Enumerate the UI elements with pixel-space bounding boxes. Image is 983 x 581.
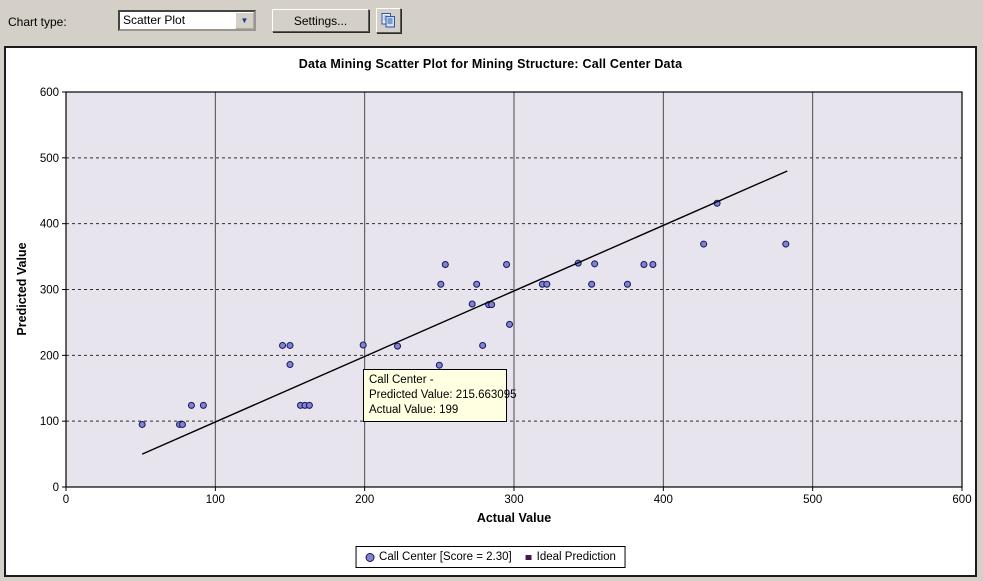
x-axis-title: Actual Value bbox=[476, 511, 552, 525]
settings-button[interactable]: Settings... bbox=[272, 9, 369, 32]
scatter-point[interactable] bbox=[503, 260, 511, 268]
scatter-point[interactable] bbox=[623, 280, 631, 288]
x-tick-label: 200 bbox=[355, 494, 374, 506]
x-tick-label: 300 bbox=[504, 494, 523, 506]
scatter-point[interactable] bbox=[543, 280, 551, 288]
y-tick-label: 200 bbox=[40, 350, 59, 362]
x-tick-label: 0 bbox=[63, 494, 69, 506]
copy-icon bbox=[380, 12, 397, 29]
scatter-plot-canvas[interactable]: 0 100 200 300 400 500 600 0 100 200 300 400 500 600 bbox=[6, 48, 975, 575]
scatter-point[interactable] bbox=[178, 420, 186, 428]
y-tick-label: 600 bbox=[40, 87, 59, 99]
y-tick-label: 0 bbox=[53, 482, 59, 494]
tooltip-actual-line: Actual Value: 199 bbox=[369, 404, 459, 416]
scatter-point[interactable] bbox=[305, 401, 313, 409]
x-tick-label: 600 bbox=[952, 494, 971, 506]
scatter-point[interactable] bbox=[187, 401, 195, 409]
chart-legend: Call Center [Score = 2.30] Ideal Predict… bbox=[355, 546, 626, 568]
scatter-point[interactable] bbox=[479, 341, 487, 349]
copy-button[interactable] bbox=[376, 8, 401, 33]
data-point-tooltip: Call Center - Predicted Value: 215.66309… bbox=[363, 369, 517, 422]
scatter-point[interactable] bbox=[700, 240, 708, 248]
ideal-prediction-line bbox=[141, 170, 788, 455]
y-axis-title: Predicted Value bbox=[15, 242, 29, 336]
scatter-point[interactable] bbox=[588, 280, 596, 288]
scatter-point[interactable] bbox=[359, 341, 367, 349]
legend-series-label: Call Center [Score = 2.30] bbox=[379, 551, 512, 563]
x-tick-label: 400 bbox=[654, 494, 673, 506]
scatter-point[interactable] bbox=[286, 341, 294, 349]
scatter-point[interactable] bbox=[782, 240, 790, 248]
ideal-prediction-marker-icon bbox=[525, 554, 532, 560]
scatter-point[interactable] bbox=[473, 280, 481, 288]
x-tick-label: 100 bbox=[206, 494, 225, 506]
scatter-point[interactable] bbox=[138, 420, 146, 428]
scatter-point[interactable] bbox=[591, 260, 599, 268]
y-tick-label: 100 bbox=[40, 416, 59, 428]
toolbar: Chart type: Scatter Plot ▼ Settings... bbox=[0, 0, 983, 43]
y-tick-label: 500 bbox=[40, 153, 59, 165]
scatter-point[interactable] bbox=[394, 342, 402, 350]
scatter-point[interactable] bbox=[435, 361, 443, 369]
y-tick-label: 300 bbox=[40, 285, 59, 297]
legend-ideal-label: Ideal Prediction bbox=[536, 551, 616, 563]
scatter-point[interactable] bbox=[437, 280, 445, 288]
scatter-point[interactable] bbox=[506, 320, 514, 328]
scatter-point[interactable] bbox=[468, 300, 476, 308]
tooltip-series-line: Call Center - bbox=[369, 374, 434, 386]
chart-type-label: Chart type: bbox=[8, 15, 67, 29]
chevron-down-icon[interactable]: ▼ bbox=[235, 12, 254, 29]
scatter-point[interactable] bbox=[441, 260, 449, 268]
chart-type-selected-value: Scatter Plot bbox=[123, 13, 186, 27]
tooltip-predicted-line: Predicted Value: 215.663095 bbox=[369, 389, 517, 401]
chart-type-dropdown[interactable]: Scatter Plot ▼ bbox=[118, 10, 256, 31]
chart-title: Data Mining Scatter Plot for Mining Stru… bbox=[298, 57, 683, 71]
scatter-point[interactable] bbox=[649, 260, 657, 268]
scatter-point[interactable] bbox=[279, 341, 287, 349]
scatter-point[interactable] bbox=[199, 401, 207, 409]
chart-panel: Data Mining Scatter Plot for Mining Stru… bbox=[4, 46, 977, 577]
legend-item-call-center: Call Center [Score = 2.30] bbox=[365, 551, 512, 563]
scatter-point[interactable] bbox=[640, 260, 648, 268]
scatter-point[interactable] bbox=[286, 361, 294, 369]
scatter-point[interactable] bbox=[488, 301, 496, 309]
x-tick-label: 500 bbox=[803, 494, 822, 506]
y-tick-label: 400 bbox=[40, 219, 59, 231]
legend-item-ideal-prediction: Ideal Prediction bbox=[525, 551, 616, 563]
scatter-series-marker-icon bbox=[365, 552, 375, 562]
